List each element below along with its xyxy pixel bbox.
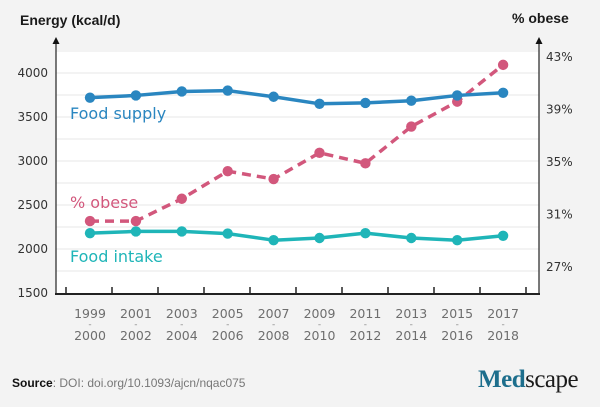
right-axis-title: % obese <box>512 10 569 26</box>
right-tick-label: 43% <box>546 50 573 64</box>
x-tick-separator: - <box>410 320 413 330</box>
data-point-food-intake <box>176 226 187 237</box>
x-tick-label-start: 2013 <box>395 306 427 321</box>
data-point-food-intake <box>222 228 233 239</box>
left-tick-label: 3500 <box>17 110 48 124</box>
x-tick-label-start: 2007 <box>258 306 290 321</box>
x-tick-label-start: 1999 <box>74 306 106 321</box>
data-point-food-supply <box>130 90 142 101</box>
x-tick-separator: - <box>364 320 367 330</box>
data-point-food-supply <box>222 85 233 96</box>
series-line-food-supply <box>89 88 504 106</box>
right-tick-label: 35% <box>546 155 573 169</box>
data-point-obese <box>268 173 279 185</box>
right-tick-label: 31% <box>546 208 573 222</box>
data-point-obese <box>176 193 187 204</box>
logo-scape: scape <box>525 366 579 393</box>
data-point-food-supply <box>84 92 96 103</box>
x-tick-label-end: 2010 <box>304 328 336 343</box>
data-point-obese <box>84 215 96 227</box>
left-tick-label: 1500 <box>17 286 48 300</box>
x-tick-label-start: 2017 <box>487 306 519 321</box>
data-point-food-intake <box>360 227 371 239</box>
right-tick-label: 27% <box>546 260 573 274</box>
x-tick-label-end: 2016 <box>441 328 473 343</box>
right-axis-ticks: 27% 31% 35% 39% 43% <box>546 50 573 274</box>
series-line-obese <box>90 63 505 223</box>
data-point-food-supply <box>176 86 187 97</box>
x-tick-separator: - <box>180 320 183 330</box>
x-tick-separator: - <box>88 320 91 330</box>
left-axis-ticks: 1500 2000 2500 3000 3500 4000 <box>17 66 48 300</box>
x-tick-label-end: 2004 <box>166 328 198 343</box>
x-tick-separator: - <box>501 320 504 330</box>
x-tick-label-end: 2006 <box>212 328 244 343</box>
axes <box>52 37 543 295</box>
series-food-supply <box>84 85 509 110</box>
x-tick-separator: - <box>226 320 229 330</box>
data-point-food-intake <box>406 232 417 244</box>
left-tick-label: 2000 <box>17 242 48 256</box>
left-tick-label: 3000 <box>17 154 48 168</box>
x-tick-label-start: 2009 <box>304 306 336 321</box>
x-tick-label-end: 2002 <box>120 328 152 343</box>
logo-med: Med <box>478 366 526 393</box>
x-tick-label-start: 2011 <box>349 306 381 321</box>
series-obese <box>84 59 509 227</box>
data-point-food-intake <box>84 227 96 239</box>
x-tick-label-end: 2018 <box>487 328 519 343</box>
data-point-food-intake <box>268 235 279 246</box>
x-tick-label-end: 2008 <box>258 328 290 343</box>
series <box>84 59 509 246</box>
right-tick-label: 39% <box>546 103 573 117</box>
series-label-obese: % obese <box>70 193 138 212</box>
data-point-obese <box>130 215 142 227</box>
x-tick-label-start: 2001 <box>120 306 152 321</box>
data-point-food-intake <box>497 230 509 241</box>
series-label-food-intake: Food intake <box>70 247 163 266</box>
x-tick-label-start: 2003 <box>166 306 198 321</box>
source-doi: : DOI: doi.org/10.1093/ajcn/nqac075 <box>52 376 246 390</box>
data-point-food-supply <box>360 97 371 109</box>
data-point-obese <box>406 121 417 132</box>
data-point-food-intake <box>452 235 463 246</box>
x-axis-ticks: 1999-20002001-20022003-20042005-20062007… <box>65 287 527 343</box>
x-tick-separator: - <box>272 320 275 330</box>
x-tick-label-end: 2012 <box>349 328 381 343</box>
x-tick-separator: - <box>134 320 137 330</box>
medscape-logo: Medscape <box>478 366 579 394</box>
data-point-food-intake <box>130 226 142 237</box>
x-tick-label-end: 2000 <box>74 328 106 343</box>
data-point-obese <box>497 59 509 71</box>
data-point-obese <box>222 165 233 177</box>
source-label: Source <box>12 376 53 390</box>
left-axis-title: Energy (kcal/d) <box>20 12 120 28</box>
data-point-food-intake <box>314 232 325 244</box>
data-point-food-supply <box>497 87 509 99</box>
x-tick-label-start: 2015 <box>441 306 473 321</box>
x-tick-label-start: 2005 <box>212 306 244 321</box>
x-tick-separator: - <box>318 320 321 330</box>
left-tick-label: 4000 <box>17 66 48 80</box>
x-tick-separator: - <box>456 320 459 330</box>
x-tick-label-end: 2014 <box>395 328 427 343</box>
left-tick-label: 2500 <box>17 198 48 212</box>
source-note: Source: DOI: doi.org/10.1093/ajcn/nqac07… <box>12 376 245 390</box>
data-point-food-supply <box>314 98 325 110</box>
right-axis-arrow-icon <box>535 37 543 44</box>
data-point-food-supply <box>268 91 279 102</box>
series-label-food-supply: Food supply <box>70 104 166 123</box>
series-food-intake <box>84 226 509 246</box>
data-point-food-supply <box>406 95 417 106</box>
data-point-obese <box>314 147 325 159</box>
series-line-food-intake <box>89 229 504 242</box>
data-point-food-supply <box>452 90 463 101</box>
data-point-obese <box>360 158 371 169</box>
left-axis-arrow-icon <box>52 37 60 44</box>
